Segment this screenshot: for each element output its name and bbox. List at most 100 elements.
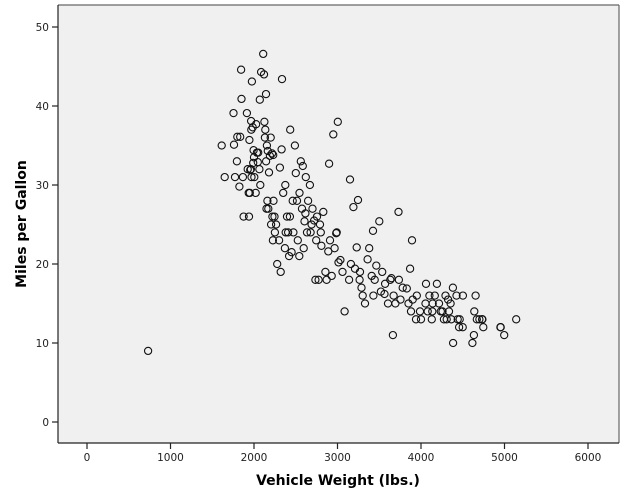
data-point [254,148,263,157]
data-point [273,259,282,269]
data-point [454,323,464,332]
data-point [332,228,341,237]
data-point [380,289,389,299]
data-point [251,120,261,129]
data-point [421,279,431,288]
data-point [325,236,335,245]
data-point [330,244,339,253]
data-point [268,212,277,221]
data-point [311,275,320,284]
data-point [289,228,298,237]
data-point [448,283,458,292]
data-point [458,291,468,300]
data-point [229,140,239,149]
data-point [396,295,405,304]
data-point [230,172,240,182]
data-point [370,275,379,284]
data-point [394,275,404,284]
data-point [333,117,342,126]
y-axis-title: Miles per Gallon [14,160,30,288]
data-point [270,212,279,221]
data-point [247,172,256,182]
data-point [446,299,455,308]
plot-area [58,5,619,443]
x-tick-label: 3000 [324,452,351,464]
data-point [259,49,268,59]
data-point [416,315,426,324]
data-point [238,172,248,182]
data-point [434,299,444,308]
data-point [340,307,349,316]
data-point [235,182,244,191]
data-point [256,67,266,77]
data-point [256,180,265,190]
data-point [255,95,264,104]
data-point [407,236,417,245]
data-point [261,89,271,99]
data-point [236,65,246,74]
data-point [286,125,295,134]
x-axis-title: Vehicle Weight (lbs.) [256,473,420,489]
data-point [229,108,238,118]
data-point [306,228,315,237]
data-point [302,228,312,237]
data-point [468,338,477,348]
data-point [321,267,330,277]
data-point [428,299,437,308]
data-point [394,207,403,217]
data-point [398,283,407,292]
data-point [353,195,363,205]
data-points [143,49,521,356]
data-point [386,275,395,284]
data-point [387,274,396,283]
data-point [296,157,305,166]
data-point [365,244,374,253]
data-point [255,165,264,174]
data-point [479,323,488,332]
data-point [324,247,333,256]
data-point [345,175,355,184]
data-point [260,117,269,126]
data-point [472,315,481,324]
data-point [298,161,307,171]
data-point [264,204,273,213]
data-point [271,220,281,229]
data-point [264,168,274,177]
data-point [438,307,447,316]
data-point [277,145,286,154]
data-point [283,228,293,237]
data-point [259,70,269,79]
data-point [290,141,300,150]
data-point [261,125,270,134]
data-point [458,323,467,332]
data-point [308,204,317,213]
x-tick-label: 2000 [241,452,268,464]
data-point [262,141,272,150]
data-point [293,236,302,245]
data-point [237,94,246,104]
data-point [357,283,366,292]
data-point [266,133,275,142]
data-point [285,212,295,221]
data-point [378,267,387,277]
data-point [249,158,258,168]
data-point [267,149,277,158]
data-point [251,188,260,198]
data-point [355,275,364,284]
data-point [452,291,461,300]
data-point [300,217,309,226]
data-point [324,159,334,168]
data-point [295,251,304,261]
data-point [432,279,442,288]
data-point [220,172,229,182]
data-point [338,267,347,277]
x-tick-label: 6000 [575,452,602,464]
data-point [274,236,284,245]
data-point [281,180,290,190]
y-tick-label: 40 [36,101,49,113]
data-point [263,146,272,156]
y-tick-label: 50 [36,22,49,34]
y-tick-label: 20 [36,259,49,271]
data-point [405,264,415,273]
data-point [279,188,288,198]
